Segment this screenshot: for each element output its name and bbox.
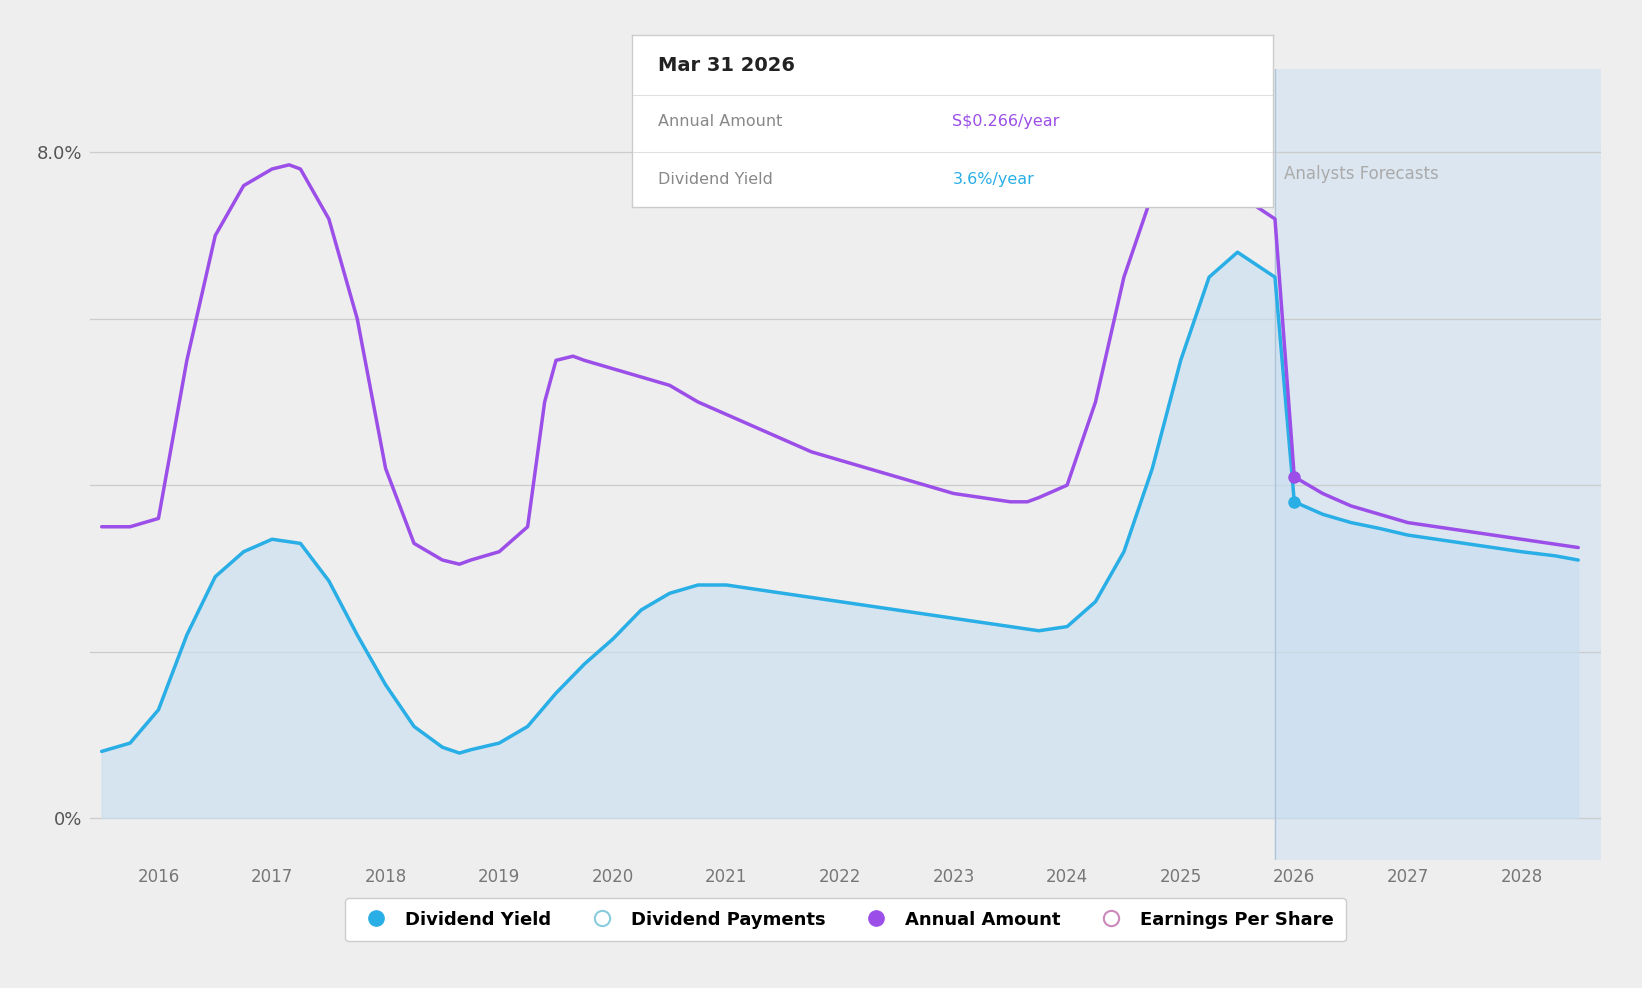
Text: Dividend Yield: Dividend Yield <box>658 172 773 188</box>
Text: Analysts Forecasts: Analysts Forecasts <box>1284 165 1438 183</box>
Text: Mar 31 2026: Mar 31 2026 <box>658 56 795 75</box>
Text: S$0.266/year: S$0.266/year <box>952 114 1059 128</box>
Text: 3.6%/year: 3.6%/year <box>952 172 1034 188</box>
Text: Past: Past <box>1235 165 1269 183</box>
Legend: Dividend Yield, Dividend Payments, Annual Amount, Earnings Per Share: Dividend Yield, Dividend Payments, Annua… <box>345 898 1346 942</box>
Bar <box>1274 69 1601 860</box>
Text: Annual Amount: Annual Amount <box>658 114 782 128</box>
